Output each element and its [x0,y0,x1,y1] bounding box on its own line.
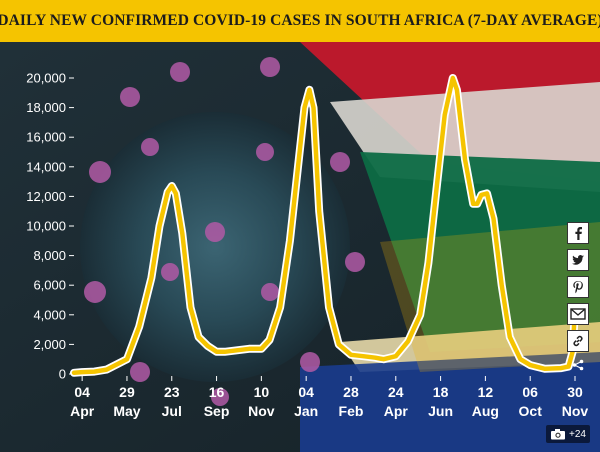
series-layer [70,74,579,377]
y-tick-label: 16,000 [26,130,66,145]
photo-gallery-button[interactable]: +24 [546,425,590,443]
y-tick-label: 4,000 [33,307,66,322]
email-icon [570,308,586,320]
x-tick-day-label: 29 [119,384,135,400]
x-tick-month-label: May [113,403,140,419]
line-chart: 0 2,000 4,000 6,000 8,000 10,000 12,000 14,000 1… [0,42,600,452]
y-tick-label: 20,000 [26,71,66,86]
y-tick-label: 0 [59,367,66,382]
y-axis: 0 2,000 4,000 6,000 8,000 10,000 12,000 14,000 1… [26,71,74,382]
twitter-button[interactable] [567,249,589,271]
twitter-icon [572,255,584,265]
x-tick-month-label: Sep [204,403,230,419]
y-tick-label: 18,000 [26,100,66,115]
link-icon [573,335,583,347]
y-tick-label: 8,000 [33,248,66,263]
x-tick-day-label: 30 [567,384,583,400]
x-tick-month-label: Jul [162,403,182,419]
x-tick-month-label: Nov [248,403,275,419]
x-tick-day-label: 23 [164,384,180,400]
pinterest-button[interactable] [567,276,589,298]
x-tick-day-label: 28 [343,384,359,400]
x-tick-month-label: Apr [384,403,409,419]
pinterest-icon [573,281,583,294]
x-tick-day-label: 04 [74,384,90,400]
share-icon [572,359,584,371]
x-tick-day-label: 16 [209,384,225,400]
email-button[interactable] [567,303,589,325]
x-tick-day-label: 04 [298,384,314,400]
chart-title-banner: DAILY NEW CONFIRMED COVID-19 CASES IN SO… [0,0,600,42]
series-line [71,75,578,376]
x-tick-month-label: Feb [339,403,364,419]
copy-link-button[interactable] [567,330,589,352]
x-tick-month-label: Aug [472,403,499,419]
x-tick-day-label: 10 [254,384,270,400]
x-tick-day-label: 24 [388,384,404,400]
x-tick-day-label: 12 [478,384,494,400]
facebook-icon [575,227,582,240]
more-share-button[interactable] [567,357,589,373]
x-tick-month-label: Nov [562,403,589,419]
y-tick-label: 12,000 [26,189,66,204]
camera-icon [551,429,565,440]
x-tick-month-label: Jan [294,403,318,419]
share-bar [567,222,591,373]
y-tick-label: 2,000 [33,337,66,352]
x-tick-day-label: 18 [433,384,449,400]
background-illustration [0,42,600,452]
x-tick-month-label: Apr [70,403,95,419]
chart-title: DAILY NEW CONFIRMED COVID-19 CASES IN SO… [0,12,600,29]
facebook-button[interactable] [567,222,589,244]
x-tick-month-label: Jun [428,403,453,419]
y-tick-label: 14,000 [26,159,66,174]
x-tick-day-label: 06 [522,384,538,400]
x-axis: 04 Apr 29 May 23 Jul 16 Sep 10 Nov 04 Jan 28 Feb 24 Apr… [70,376,588,419]
x-tick-month-label: Oct [519,403,543,419]
y-tick-label: 10,000 [26,219,66,234]
y-tick-label: 6,000 [33,278,66,293]
gallery-count: +24 [569,428,586,440]
